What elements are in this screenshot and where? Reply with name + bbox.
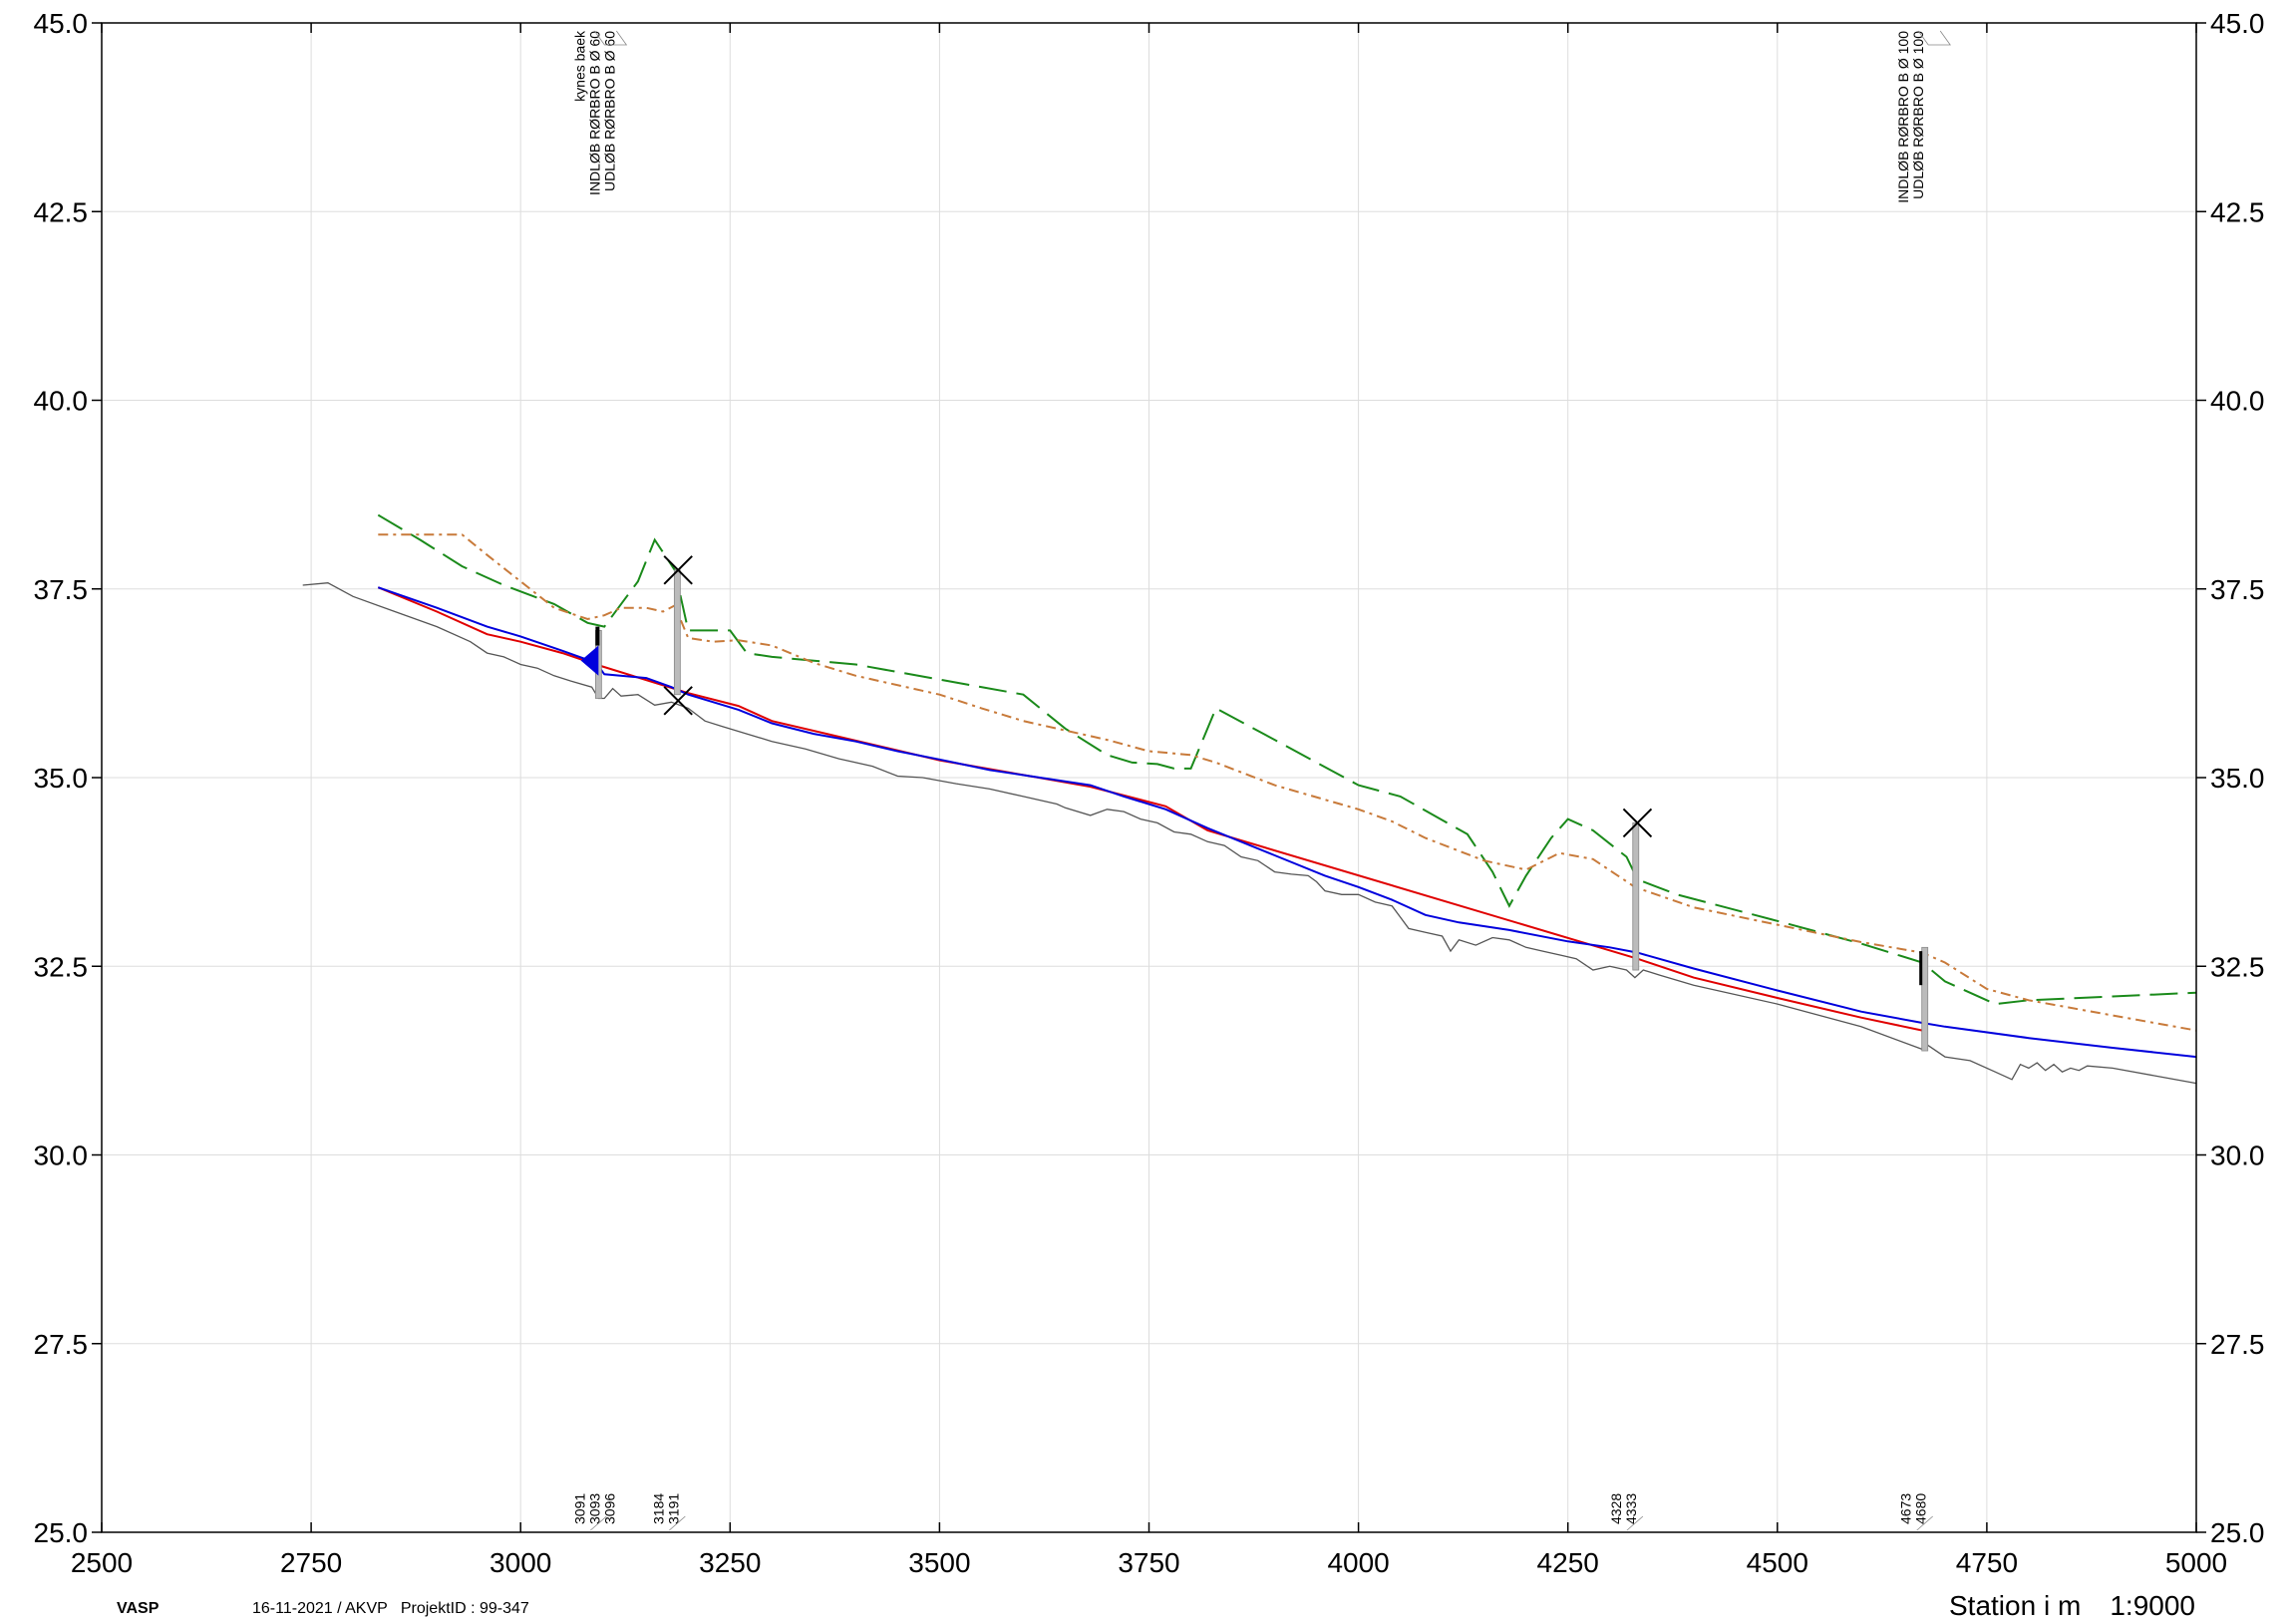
y-tick-label-right: 27.5 xyxy=(2210,1329,2265,1360)
y-tick-label-left: 42.5 xyxy=(34,196,89,227)
y-tick-label-left: 32.5 xyxy=(34,951,89,982)
y-tick-label-right: 42.5 xyxy=(2210,196,2265,227)
x-tick-label: 4500 xyxy=(1747,1547,1808,1578)
series-solid-blue xyxy=(377,586,2197,1059)
cross-marker xyxy=(663,555,693,585)
y-tick-label-left: 40.0 xyxy=(34,386,89,417)
x-tick-label: 4750 xyxy=(1956,1547,2018,1578)
y-tick-label-right: 35.0 xyxy=(2210,763,2265,794)
structure-3091-weir xyxy=(580,645,599,676)
structure-label: UDLØB RØRBRO B Ø 60 xyxy=(601,31,617,191)
structure-label: UDLØB RØRBRO B Ø 100 xyxy=(1910,31,1926,199)
series-terrain xyxy=(302,582,2197,1085)
structure-3091-gate xyxy=(595,626,600,646)
y-tick-label-left: 37.5 xyxy=(34,574,89,605)
station-leader xyxy=(590,1515,607,1531)
cross-marker xyxy=(663,686,693,716)
plot-area xyxy=(302,513,2197,1085)
x-tick-label: 2500 xyxy=(71,1547,133,1578)
station-label: 4328 xyxy=(1608,1493,1624,1524)
y-tick-label-right: 32.5 xyxy=(2210,951,2265,982)
y-tick-label-right: 37.5 xyxy=(2210,574,2265,605)
station-leader xyxy=(669,1515,686,1531)
footer: VASP 16-11-2021 / AKVP ProjektID : 99-34… xyxy=(117,1600,529,1617)
station-label: 3191 xyxy=(665,1493,681,1524)
station-label: 3184 xyxy=(650,1493,666,1524)
y-tick-label-left: 35.0 xyxy=(34,763,89,794)
x-tick-label: 3250 xyxy=(699,1547,761,1578)
station-leader xyxy=(1916,1515,1933,1531)
scale-label: 1:9000 xyxy=(2110,1590,2195,1621)
x-axis-label: Station i m xyxy=(1949,1590,2081,1621)
x-tick-label: 3500 xyxy=(908,1547,970,1578)
x-tick-label: 3000 xyxy=(490,1547,551,1578)
structure-marks: kynes baek INDLØB RØRBRO B Ø 60 UDLØB RØRB… xyxy=(571,30,1951,1531)
y-tick-label-left: 30.0 xyxy=(34,1140,89,1171)
station-label: 4673 xyxy=(1898,1493,1914,1524)
x-tick-label: 3750 xyxy=(1118,1547,1179,1578)
footer-program: VASP xyxy=(117,1600,160,1617)
station-leader xyxy=(1626,1515,1644,1531)
station-label: 3096 xyxy=(601,1493,617,1524)
plot-frame xyxy=(101,22,2197,1533)
structure-4673-pipe xyxy=(1921,946,1929,1052)
structure-label: kynes baek xyxy=(571,30,587,102)
series-solid-red xyxy=(377,586,1923,1032)
x-tick-label: 5000 xyxy=(2165,1547,2227,1578)
series-dashed-green xyxy=(377,513,2197,1006)
y-tick-label-right: 25.0 xyxy=(2210,1517,2265,1548)
structure-4328-pipe xyxy=(1632,822,1640,971)
cross-marker xyxy=(1622,808,1653,838)
y-tick-label-right: 40.0 xyxy=(2210,386,2265,417)
station-label: 4333 xyxy=(1623,1493,1639,1524)
station-label: 3093 xyxy=(586,1493,602,1524)
axis-ticks: 2500 2750 3000 3250 3500 3750 4000 4250 4500 4750… xyxy=(34,8,2265,1578)
footer-meta: 16-11-2021 / AKVP ProjektID : 99-347 xyxy=(252,1600,529,1617)
y-tick-label-right: 30.0 xyxy=(2210,1140,2265,1171)
structure-4673-gate xyxy=(1919,951,1923,986)
y-tick-label-left: 27.5 xyxy=(34,1329,89,1360)
structure-label: INDLØB RØRBRO B Ø 60 xyxy=(586,31,602,195)
grid xyxy=(102,23,2196,1532)
station-label: 3091 xyxy=(571,1493,587,1524)
x-tick-label: 2750 xyxy=(280,1547,342,1578)
y-tick-label-left: 25.0 xyxy=(34,1517,89,1548)
series-dashdot-orange xyxy=(378,533,2197,1032)
label-leader xyxy=(1917,30,1951,46)
y-tick-label-left: 45.0 xyxy=(34,8,89,39)
x-tick-label: 4000 xyxy=(1327,1547,1389,1578)
station-label: 4680 xyxy=(1913,1493,1929,1524)
y-tick-label-right: 45.0 xyxy=(2210,8,2265,39)
axis-title: Station i m 1:9000 xyxy=(1949,1590,2195,1621)
x-tick-label: 4250 xyxy=(1537,1547,1599,1578)
label-leader xyxy=(594,30,628,46)
structure-label: INDLØB RØRBRO B Ø 100 xyxy=(1895,31,1911,203)
structure-3184-pipe xyxy=(673,569,681,696)
